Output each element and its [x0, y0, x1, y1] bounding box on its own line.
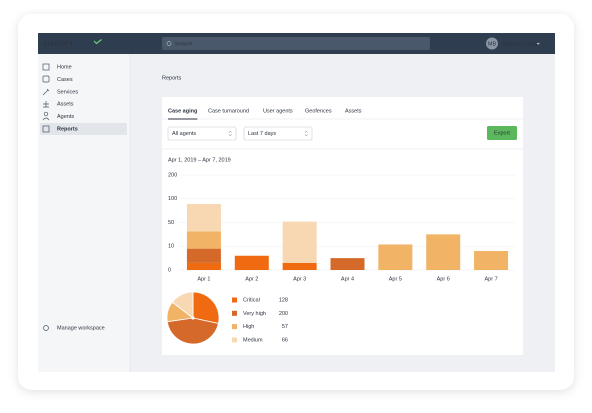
dropdown-arrows	[228, 130, 308, 137]
y-tick-label: 100	[168, 196, 177, 202]
sidebar-active	[40, 123, 127, 135]
legend-value: 66	[282, 337, 288, 343]
tab[interactable]: Case aging	[168, 108, 197, 114]
search-box[interactable]	[162, 37, 430, 50]
bar-segment	[282, 221, 317, 263]
user-name[interactable]: Mahesh Babu	[503, 41, 537, 47]
y-tick-label: 0	[168, 267, 171, 273]
date-range: Apr 1, 2019 – Apr 7, 2019	[168, 157, 231, 163]
sidebar-icons	[42, 63, 50, 331]
bar-segment	[474, 251, 509, 270]
legend-swatch	[232, 310, 237, 316]
export-button[interactable]	[487, 126, 517, 140]
export-label[interactable]: Export	[494, 130, 510, 136]
avatar-initials: MB	[488, 41, 497, 47]
x-tick-label: Apr 2	[245, 276, 258, 282]
sidebar	[38, 54, 130, 372]
x-tick-label: Apr 3	[293, 276, 306, 282]
bar-segment	[282, 262, 317, 270]
legend-label: Very high	[243, 311, 266, 317]
sidebar-footer[interactable]: Manage workspace	[57, 325, 105, 331]
bar-segment	[186, 203, 221, 232]
filter-label[interactable]: Last 7 days	[248, 131, 276, 137]
sidebar-item[interactable]: Services	[57, 89, 78, 95]
page-title: Reports	[162, 75, 182, 81]
sidebar-item[interactable]: Home	[57, 64, 72, 70]
legend-value: 200	[279, 311, 288, 317]
tab[interactable]: User agents	[263, 108, 293, 114]
bar-segment	[186, 248, 221, 263]
period-dropdown[interactable]	[243, 126, 313, 141]
pie-slice	[192, 291, 220, 324]
sidebar-item[interactable]: Cases	[57, 77, 73, 83]
x-tick-label: Apr 1	[197, 276, 210, 282]
y-tick-label: 50	[168, 220, 174, 226]
x-tick-label: Apr 7	[484, 276, 497, 282]
user-chevron	[536, 42, 540, 45]
y-tick-label: 200	[168, 172, 177, 178]
legend-value: 128	[279, 297, 288, 303]
pie-center	[191, 316, 195, 320]
x-tick-label: Apr 6	[437, 276, 450, 282]
sidebar-item[interactable]: Assets	[57, 102, 74, 108]
legend-swatch	[232, 337, 237, 343]
x-tick-label: Apr 5	[389, 276, 402, 282]
tab[interactable]: Assets	[345, 108, 362, 114]
bar-segment	[186, 231, 221, 249]
legend-label: Medium	[243, 337, 263, 343]
sidebar-item[interactable]: Agents	[57, 114, 74, 120]
avatar[interactable]	[486, 37, 498, 50]
sidebar-item[interactable]: Reports	[57, 126, 78, 132]
legend-swatch	[232, 297, 237, 303]
bar-segment	[378, 244, 413, 270]
legend-label: High	[243, 324, 254, 330]
bar-segment	[186, 262, 221, 270]
legend-swatch	[232, 324, 237, 330]
tab[interactable]: Geofences	[305, 108, 332, 114]
pie-slice	[171, 291, 194, 319]
logo: FIBERIFY	[44, 41, 74, 47]
agents-dropdown[interactable]	[167, 126, 237, 141]
logo-mark	[93, 39, 102, 45]
x-tick-label: Apr 4	[341, 276, 354, 282]
search-placeholder: Search	[175, 41, 192, 47]
bar-segment	[330, 258, 365, 270]
y-tick-label: 10	[168, 244, 174, 250]
search-icon	[166, 41, 172, 46]
legend-label: Critical	[243, 297, 260, 303]
legend-value: 57	[282, 324, 288, 330]
filter-label[interactable]: All agents	[172, 131, 196, 137]
bar-segment	[234, 255, 269, 270]
pie-slice	[166, 317, 219, 345]
bar-segment	[426, 234, 461, 270]
tab[interactable]: Case turnaround	[208, 108, 249, 114]
